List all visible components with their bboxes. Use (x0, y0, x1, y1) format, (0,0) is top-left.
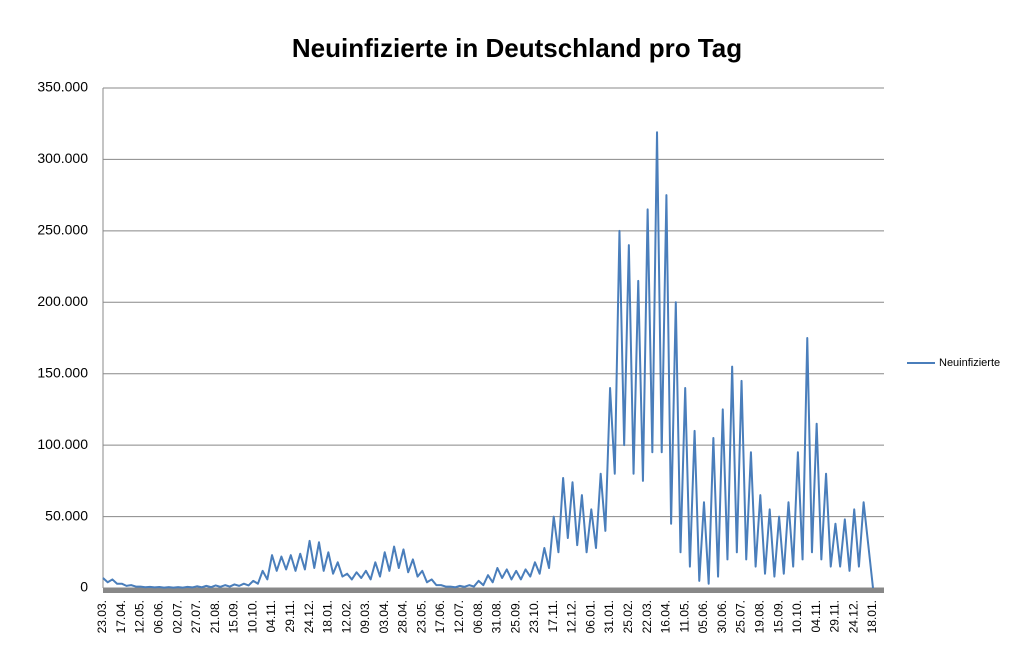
legend-label: Neuinfizierte (939, 357, 1000, 369)
x-tick-label: 25.02. (621, 600, 635, 633)
x-tick-label: 25.09. (508, 600, 522, 633)
x-tick-label: 17.04. (114, 600, 128, 633)
x-tick-label: 12.07. (452, 600, 466, 633)
x-tick-label: 02.07. (170, 600, 184, 633)
x-tick-label: 12.05. (133, 600, 147, 633)
x-axis (103, 588, 884, 593)
y-tick-label: 150.000 (37, 364, 88, 380)
x-tick-label: 23.05. (414, 600, 428, 633)
x-tick-label: 17.06. (433, 600, 447, 633)
y-tick-label: 350.000 (37, 79, 88, 95)
x-tick-label: 27.07. (189, 600, 203, 633)
y-tick-label: 100.000 (37, 436, 88, 452)
x-tick-label: 18.01. (865, 600, 879, 633)
x-tick-label: 04.11. (809, 600, 823, 632)
y-tick-label: 0 (80, 579, 88, 595)
x-tick-label: 12.12. (565, 600, 579, 633)
x-tick-label: 21.08. (208, 600, 222, 633)
x-tick-label: 31.08. (490, 600, 504, 633)
x-tick-label: 24.12. (846, 600, 860, 633)
x-tick-label: 06.06. (152, 600, 166, 633)
chart-title: Neuinfizierte in Deutschland pro Tag (292, 33, 742, 63)
x-tick-label: 28.04. (396, 600, 410, 633)
x-tick-label: 23.10. (527, 600, 541, 633)
x-tick-label: 25.07. (734, 600, 748, 633)
x-tick-label: 15.09. (227, 600, 241, 633)
y-tick-label: 300.000 (37, 150, 88, 166)
y-tick-label: 50.000 (45, 507, 88, 523)
x-tick-label: 29.11. (828, 600, 842, 632)
x-tick-label: 09.03. (358, 600, 372, 633)
data-line (102, 131, 874, 589)
x-tick-label: 03.04. (377, 600, 391, 633)
x-tick-label: 11.05. (677, 600, 691, 632)
x-tick-label: 04.11. (264, 600, 278, 632)
x-tick-label: 16.04. (659, 600, 673, 633)
x-tick-label: 06.08. (471, 600, 485, 633)
y-tick-label: 200.000 (37, 293, 88, 309)
x-tick-label: 31.01. (602, 600, 616, 633)
x-tick-label: 24.12. (302, 600, 316, 633)
x-tick-label: 30.06. (715, 600, 729, 633)
x-tick-label: 10.10. (790, 600, 804, 633)
y-tick-label: 250.000 (37, 222, 88, 238)
x-tick-label: 10.10. (245, 600, 259, 633)
x-tick-label: 18.01. (321, 600, 335, 633)
x-tick-label: 22.03. (640, 600, 654, 633)
x-tick-label: 05.06. (696, 600, 710, 633)
x-tick-label: 23.03. (95, 600, 109, 633)
x-tick-label: 15.09. (771, 600, 785, 633)
x-tick-label: 29.11. (283, 600, 297, 632)
x-tick-label: 12.02. (339, 600, 353, 633)
x-tick-label: 17.11. (546, 600, 560, 632)
x-tick-label: 06.01. (583, 600, 597, 633)
x-tick-label: 19.08. (752, 600, 766, 633)
